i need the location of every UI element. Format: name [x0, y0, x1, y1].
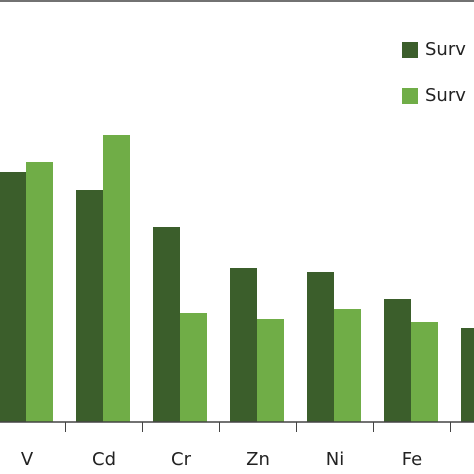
bar	[334, 309, 361, 422]
x-tick-label: Zn	[246, 449, 270, 470]
bar	[384, 299, 411, 422]
x-tick-label: V	[21, 449, 34, 470]
bar	[411, 322, 438, 422]
bar	[307, 272, 334, 422]
x-tick-label: Ni	[326, 449, 344, 470]
bar	[26, 162, 53, 422]
legend-label: Surv	[425, 39, 466, 60]
bar	[76, 190, 103, 422]
x-tick-label: Cd	[92, 449, 116, 470]
x-tick-label: Cr	[171, 449, 192, 470]
legend-label: Surv	[425, 85, 466, 106]
bar	[103, 135, 130, 422]
bar	[257, 319, 284, 422]
bar	[180, 313, 207, 422]
legend-swatch	[402, 42, 418, 58]
bar	[0, 172, 26, 422]
bar	[461, 328, 474, 422]
bar	[230, 268, 257, 422]
x-tick-label: Fe	[402, 449, 422, 470]
legend-swatch	[402, 88, 418, 104]
bar	[153, 227, 180, 422]
